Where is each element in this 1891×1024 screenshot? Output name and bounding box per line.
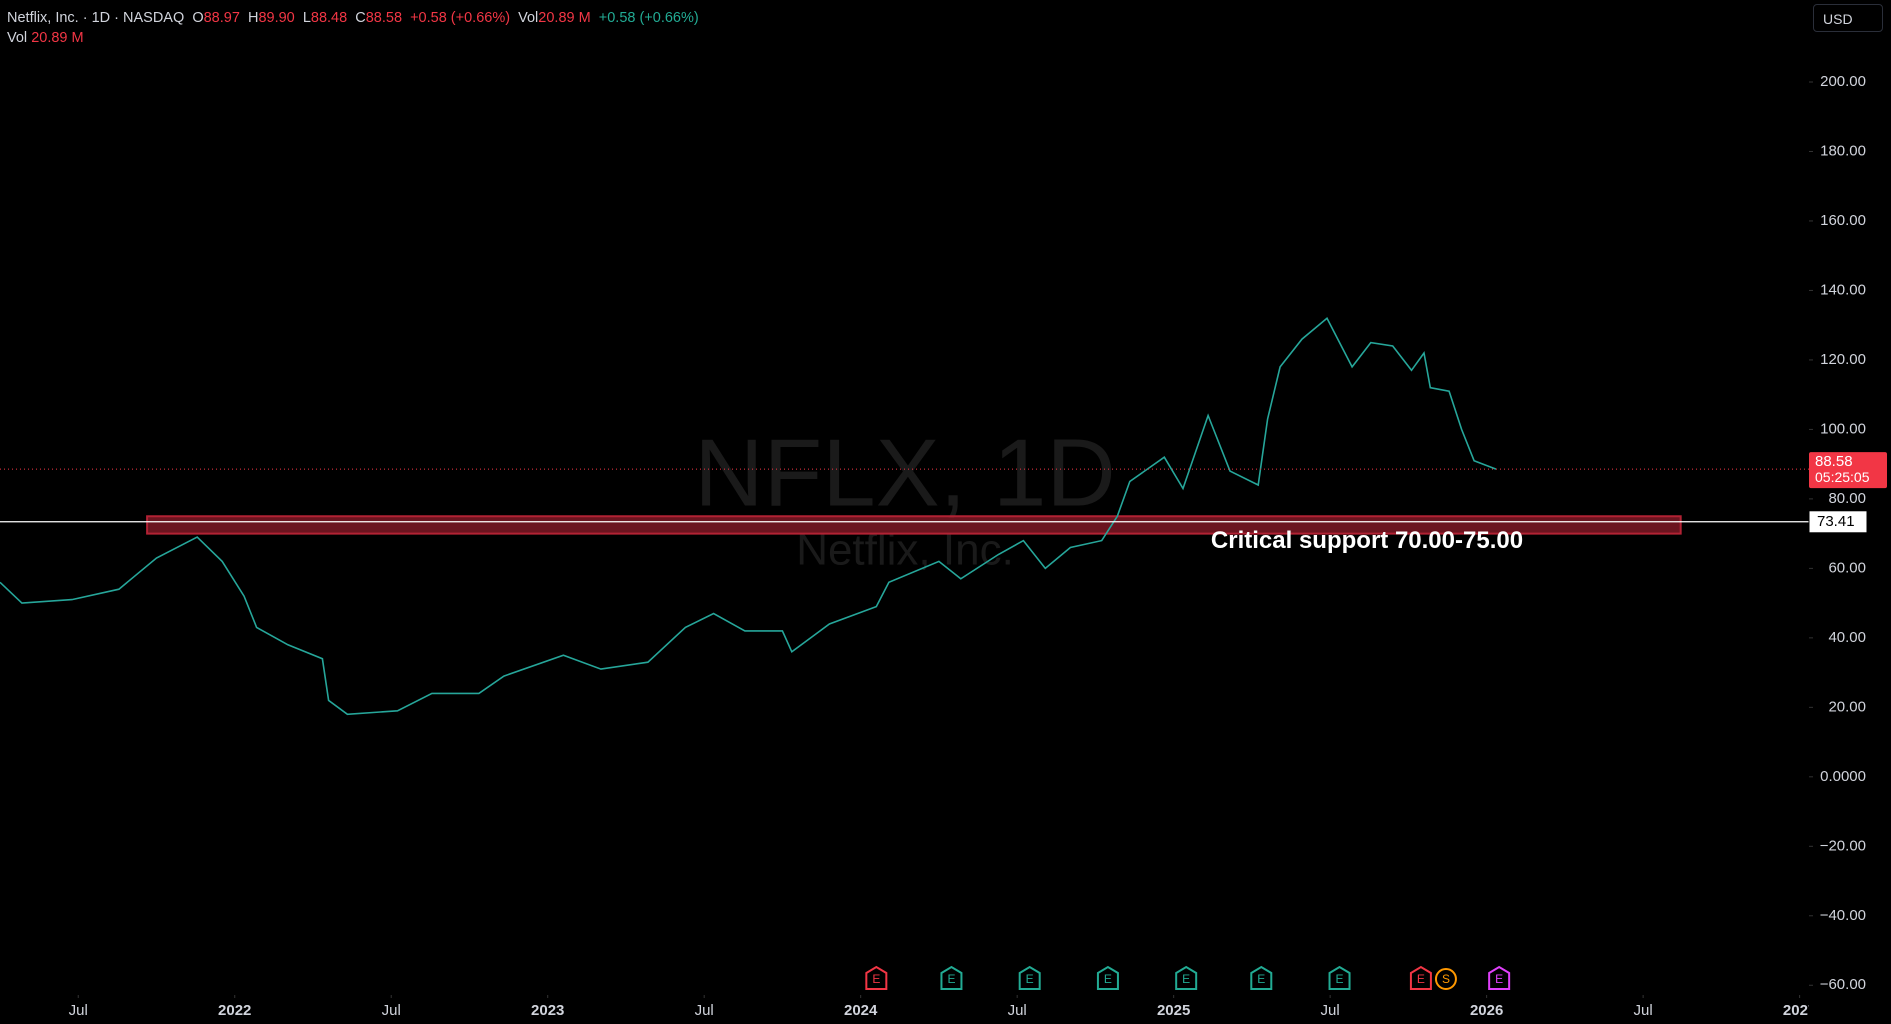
y-tick-label: 200.00: [1820, 73, 1866, 90]
price-line: [0, 316, 1497, 716]
ohlc-label: C: [355, 10, 366, 26]
event-marker: [1250, 965, 1273, 990]
event-label: E: [1495, 972, 1503, 986]
change: +0.58 (+0.66%): [410, 10, 511, 26]
y-tick-label: 180.00: [1820, 142, 1866, 159]
y-tick-label: −20.00: [1820, 837, 1866, 854]
ohlc-label: O: [192, 10, 204, 26]
vol-label: Vol: [518, 10, 539, 26]
ohlc-value: 88.97: [203, 10, 240, 26]
last-price-tag: [1809, 452, 1887, 489]
x-tick-label: 2024: [844, 1002, 878, 1019]
ohlc-value: 89.90: [258, 10, 295, 26]
event-marker: [1018, 965, 1041, 990]
volume-legend: Vol 20.89 M: [7, 30, 84, 46]
x-tick-label: 2022: [218, 1002, 251, 1019]
x-tick-label: 2023: [531, 1002, 564, 1019]
event-label: S: [1442, 972, 1450, 986]
x-tick-label: Jul: [1008, 1002, 1027, 1019]
support-zone: [146, 515, 1682, 535]
y-tick-label: 160.00: [1820, 212, 1866, 229]
x-tick-label: Jul: [69, 1002, 88, 1019]
event-label: E: [1104, 972, 1112, 986]
y-tick-label: −40.00: [1820, 907, 1866, 924]
x-tick-label: Jul: [382, 1002, 401, 1019]
x-tick-label: Jul: [1321, 1002, 1340, 1019]
ohlc-value: 88.58: [365, 10, 403, 26]
legend: Netflix, Inc. · 1D · NASDAQ O88.97 H89.9…: [7, 10, 699, 26]
y-tick-label: −60.00: [1820, 976, 1866, 993]
last-price-label: 88.58: [1815, 453, 1853, 470]
event-marker: [940, 965, 963, 990]
y-tick-label: 20.00: [1828, 698, 1866, 715]
event-label: E: [1257, 972, 1265, 986]
event-marker: [1096, 965, 1119, 990]
y-tick-label: 120.00: [1820, 351, 1866, 368]
event-marker: [1328, 965, 1351, 990]
y-tick-label: 0.0000: [1820, 768, 1866, 785]
y-tick-label: 140.00: [1820, 281, 1866, 298]
currency-button[interactable]: USD: [1813, 4, 1883, 32]
zone-label: Critical support 70.00-75.00: [1211, 527, 1523, 554]
event-marker: [1488, 965, 1511, 990]
vol-value: 20.89 M: [31, 30, 84, 46]
x-tick-label: 2026: [1470, 1002, 1503, 1019]
event-label: E: [947, 972, 955, 986]
event-label: E: [1026, 972, 1034, 986]
ohlc-value: 88.48: [310, 10, 348, 26]
crosshair-tag: [1808, 510, 1868, 534]
y-tick-label: 80.00: [1828, 490, 1866, 507]
vol-label: Vol: [7, 30, 28, 46]
y-tick-label: 40.00: [1828, 629, 1866, 646]
vol-value: 20.89 M: [538, 10, 591, 26]
x-tick-label: 2027: [1783, 1002, 1816, 1019]
ohlc-label: L: [302, 10, 311, 26]
countdown: 05:25:05: [1815, 469, 1870, 485]
x-tick-label: Jul: [1634, 1002, 1653, 1019]
event-label: E: [1182, 972, 1190, 986]
event-label: E: [872, 972, 880, 986]
x-tick-label: Jul: [695, 1002, 714, 1019]
x-tick-label: 2025: [1157, 1002, 1190, 1019]
event-label: E: [1336, 972, 1344, 986]
y-tick-label: 100.00: [1820, 420, 1866, 437]
event-marker: [865, 965, 888, 990]
event-marker: [1434, 968, 1457, 990]
symbol: Netflix, Inc. · 1D · NASDAQ: [7, 10, 185, 26]
ohlc-label: H: [247, 10, 259, 26]
event-label: E: [1417, 972, 1425, 986]
y-tick-label: 60.00: [1828, 559, 1866, 576]
watermark-symbol: NFLX, 1D: [694, 419, 1115, 526]
event-marker: [1409, 965, 1432, 990]
event-marker: [1175, 965, 1198, 990]
crosshair-label: 73.41: [1817, 513, 1855, 530]
vol-change: +0.58 (+0.66%): [598, 10, 699, 26]
